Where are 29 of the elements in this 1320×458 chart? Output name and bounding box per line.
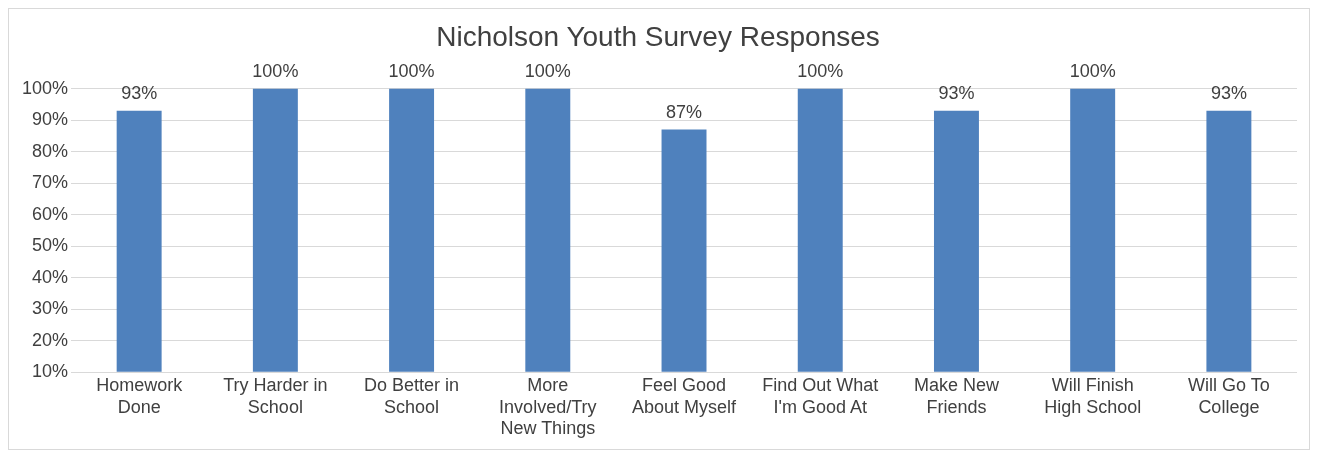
y-tick-label: 50%: [32, 235, 69, 256]
data-label: 100%: [252, 60, 299, 81]
y-tick-label: 90%: [32, 109, 69, 130]
x-tick-label: Feel Good About Myself: [632, 374, 738, 417]
x-tick-label: Find Out What I'm Good At: [762, 374, 879, 417]
x-tick-label: Homework Done: [96, 374, 184, 417]
x-tick-label: Do Better in School: [364, 374, 460, 417]
x-tick-label: Will Go To College: [1188, 374, 1270, 417]
x-tick-label: Make New Friends: [913, 374, 1000, 417]
data-label: 87%: [666, 101, 703, 122]
data-label: 100%: [797, 60, 844, 81]
x-tick-label: Will Finish High School: [1044, 374, 1142, 417]
x-tick-label: More Involved/Try New Things: [499, 374, 597, 439]
y-tick-label: 30%: [32, 298, 69, 319]
chart-title: Nicholson Youth Survey Responses: [436, 20, 880, 52]
y-tick-label: 10%: [32, 361, 69, 382]
data-label: 93%: [121, 82, 158, 103]
data-label: 93%: [1210, 82, 1247, 103]
y-tick-label: 60%: [32, 203, 69, 224]
x-tick-label: Try Harder in School: [223, 374, 328, 417]
y-tick-label: 100%: [21, 77, 69, 98]
y-tick-label: 80%: [32, 140, 69, 161]
y-tick-label: 70%: [32, 172, 69, 193]
data-label: 93%: [938, 82, 975, 103]
y-tick-label: 20%: [32, 329, 69, 350]
data-label: 100%: [1069, 60, 1116, 81]
y-tick-label: 40%: [32, 266, 69, 287]
data-label: 100%: [524, 60, 571, 81]
data-label: 100%: [388, 60, 435, 81]
